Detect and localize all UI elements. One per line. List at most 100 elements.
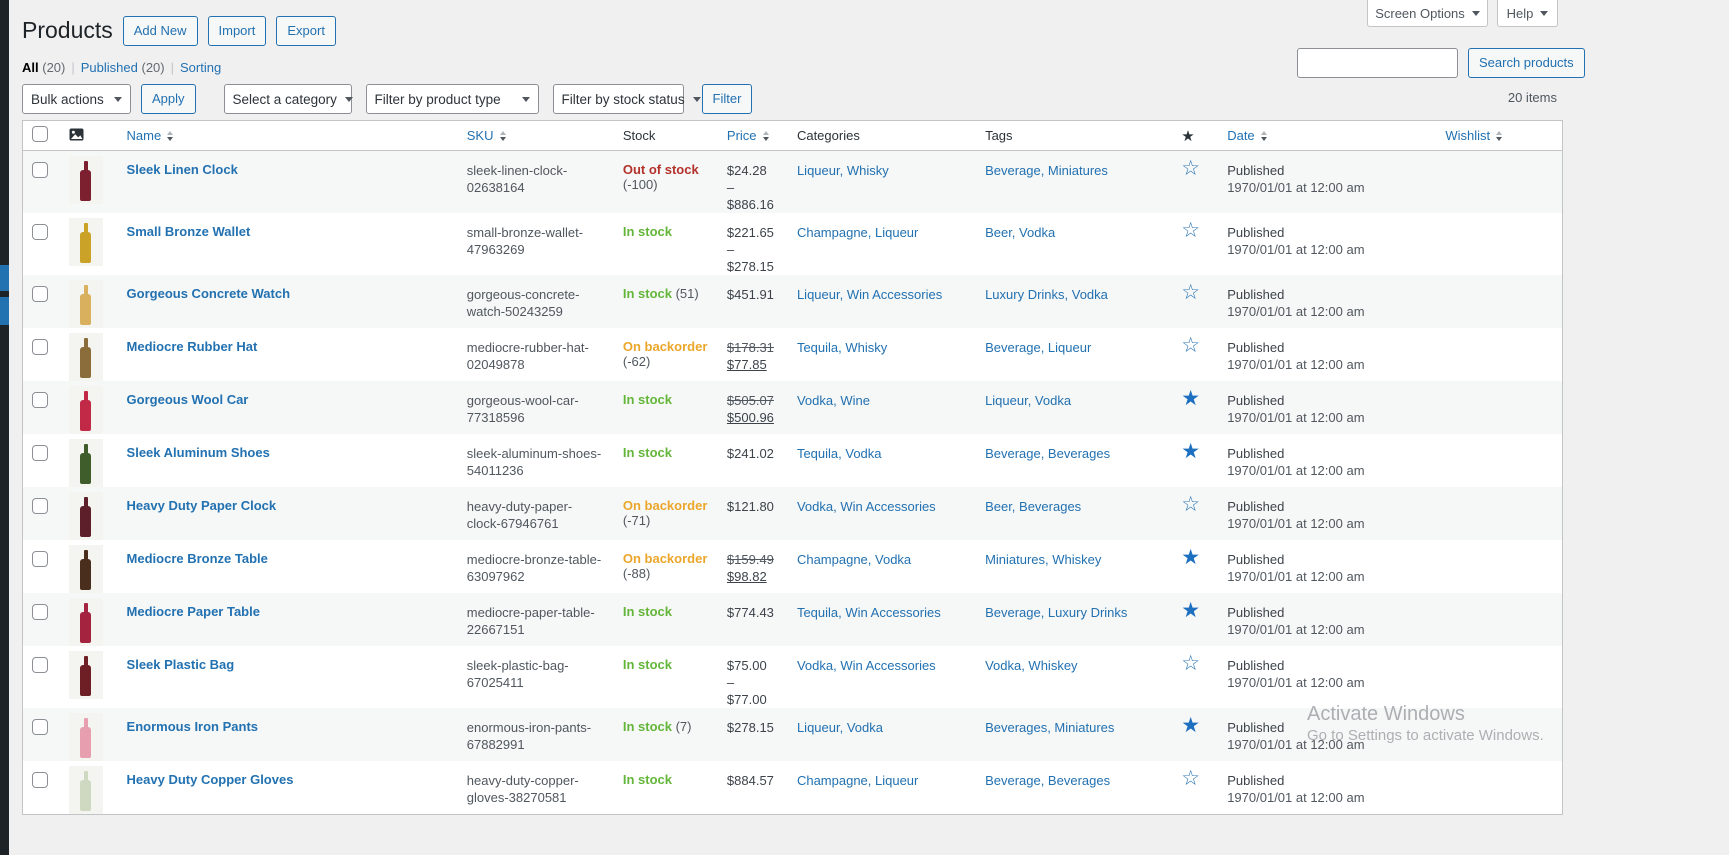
product-name-link[interactable]: Heavy Duty Paper Clock — [126, 498, 277, 513]
row-checkbox[interactable] — [32, 224, 48, 240]
row-checkbox[interactable] — [32, 604, 48, 620]
product-name-link[interactable]: Gorgeous Concrete Watch — [126, 286, 291, 301]
sort-by-sku-header[interactable]: SKU — [467, 128, 506, 143]
category-links[interactable]: Tequila, Win Accessories — [796, 605, 941, 620]
product-thumbnail[interactable] — [68, 333, 103, 381]
product-thumbnail[interactable] — [68, 713, 103, 761]
row-checkbox[interactable] — [32, 772, 48, 788]
product-name-link[interactable]: Small Bronze Wallet — [126, 224, 251, 239]
import-button[interactable]: Import — [207, 16, 267, 47]
product-name-link[interactable]: Heavy Duty Copper Gloves — [126, 772, 294, 787]
row-checkbox[interactable] — [32, 445, 48, 461]
category-links[interactable]: Vodka, Wine — [796, 393, 870, 408]
category-links[interactable]: Liqueur, Vodka — [796, 720, 883, 735]
tag-links[interactable]: Beer, Beverages — [985, 499, 1082, 514]
row-checkbox[interactable] — [32, 286, 48, 302]
view-sorting-link[interactable]: Sorting — [180, 60, 222, 75]
featured-star-icon[interactable]: ☆ — [1181, 493, 1201, 516]
tag-links[interactable]: Beverage, Luxury Drinks — [985, 605, 1128, 620]
featured-star-icon[interactable]: ★ — [1181, 387, 1201, 410]
help-button[interactable]: Help — [1497, 0, 1558, 27]
product-thumbnail[interactable] — [68, 218, 103, 266]
product-name-link[interactable]: Mediocre Paper Table — [126, 604, 260, 619]
row-checkbox[interactable] — [32, 657, 48, 673]
stock-status: In stock — [622, 657, 672, 672]
tag-links[interactable]: Beverage, Beverages — [985, 446, 1111, 461]
tag-links[interactable]: Beverage, Beverages — [985, 773, 1111, 788]
screen-options-button[interactable]: Screen Options — [1367, 0, 1488, 27]
category-links[interactable]: Liqueur, Win Accessories — [796, 287, 943, 302]
featured-star-icon[interactable]: ☆ — [1181, 767, 1201, 790]
tag-links[interactable]: Liqueur, Vodka — [985, 393, 1072, 408]
featured-star-icon[interactable]: ★ — [1181, 599, 1201, 622]
featured-star-icon[interactable]: ☆ — [1181, 157, 1201, 180]
product-thumbnail[interactable] — [68, 439, 103, 487]
featured-star-icon[interactable]: ★ — [1181, 714, 1201, 737]
featured-star-icon[interactable]: ☆ — [1181, 334, 1201, 357]
sort-by-price-header[interactable]: Price — [727, 128, 769, 143]
tag-links[interactable]: Beer, Vodka — [985, 225, 1056, 240]
product-thumbnail[interactable] — [68, 156, 103, 204]
tag-links[interactable]: Miniatures, Whiskey — [985, 552, 1102, 567]
tag-links[interactable]: Beverage, Miniatures — [985, 163, 1108, 178]
featured-star-icon[interactable]: ☆ — [1181, 281, 1201, 304]
select-all-checkbox[interactable] — [32, 126, 48, 142]
add-new-button[interactable]: Add New — [122, 16, 198, 47]
product-name-link[interactable]: Sleek Linen Clock — [126, 162, 238, 177]
category-links[interactable]: Tequila, Vodka — [796, 446, 882, 461]
view-published-link[interactable]: Published (20) — [80, 60, 165, 75]
row-checkbox[interactable] — [32, 162, 48, 178]
category-links[interactable]: Vodka, Win Accessories — [796, 658, 936, 673]
bulk-actions-select[interactable]: Bulk actions — [22, 84, 131, 115]
sort-by-wishlist-header[interactable]: Wishlist — [1445, 128, 1503, 143]
tag-links[interactable]: Luxury Drinks, Vodka — [985, 287, 1108, 302]
wine-bottle-image — [80, 603, 92, 643]
category-filter-select[interactable]: Select a category — [223, 84, 353, 115]
stock-status-filter-select[interactable]: Filter by stock status — [552, 84, 701, 115]
filter-button[interactable]: Filter — [701, 84, 753, 115]
product-type-filter-select[interactable]: Filter by product type — [365, 84, 539, 115]
featured-star-icon[interactable]: ☆ — [1181, 652, 1201, 675]
category-links[interactable]: Liqueur, Whisky — [796, 163, 889, 178]
category-links[interactable]: Tequila, Whisky — [796, 340, 888, 355]
search-input[interactable] — [1297, 48, 1458, 78]
product-name-link[interactable]: Sleek Aluminum Shoes — [126, 445, 270, 460]
sort-by-date-header[interactable]: Date — [1227, 128, 1267, 143]
product-thumbnail[interactable] — [68, 386, 103, 434]
date-cell: Published 1970/01/01 at 12:00 am — [1227, 605, 1365, 637]
category-links[interactable]: Champagne, Liqueur — [796, 225, 919, 240]
category-links[interactable]: Champagne, Liqueur — [796, 773, 919, 788]
export-button[interactable]: Export — [276, 16, 336, 47]
product-name-link[interactable]: Mediocre Rubber Hat — [126, 339, 258, 354]
tag-links[interactable]: Vodka, Whiskey — [985, 658, 1078, 673]
row-checkbox[interactable] — [32, 719, 48, 735]
view-all-link[interactable]: All (20) — [22, 60, 66, 75]
product-name-link[interactable]: Gorgeous Wool Car — [126, 392, 249, 407]
product-thumbnail[interactable] — [68, 598, 103, 646]
sort-by-name-header[interactable]: Name — [127, 128, 174, 143]
product-thumbnail[interactable] — [68, 545, 103, 593]
product-name-link[interactable]: Sleek Plastic Bag — [126, 657, 235, 672]
category-links[interactable]: Champagne, Vodka — [796, 552, 912, 567]
product-name-link[interactable]: Mediocre Bronze Table — [126, 551, 268, 566]
product-thumbnail[interactable] — [68, 492, 103, 540]
tag-links[interactable]: Beverage, Liqueur — [985, 340, 1092, 355]
row-checkbox[interactable] — [32, 339, 48, 355]
row-checkbox[interactable] — [32, 392, 48, 408]
search-products-button[interactable]: Search products — [1468, 48, 1585, 78]
featured-star-icon[interactable]: ★ — [1181, 440, 1201, 463]
product-thumbnail[interactable] — [68, 651, 103, 699]
row-checkbox[interactable] — [32, 498, 48, 514]
product-thumbnail[interactable] — [68, 766, 103, 814]
product-name-link[interactable]: Enormous Iron Pants — [126, 719, 259, 734]
table-row: Mediocre Paper Table mediocre-paper-tabl… — [22, 593, 1563, 646]
collapsed-admin-menu[interactable] — [0, 0, 9, 855]
featured-star-icon[interactable]: ★ — [1181, 546, 1201, 569]
product-thumbnail[interactable] — [68, 280, 103, 328]
apply-button[interactable]: Apply — [141, 84, 196, 115]
tag-links[interactable]: Beverages, Miniatures — [985, 720, 1115, 735]
category-links[interactable]: Vodka, Win Accessories — [796, 499, 936, 514]
featured-star-icon[interactable]: ☆ — [1181, 219, 1201, 242]
row-checkbox[interactable] — [32, 551, 48, 567]
product-sku: mediocre-paper-table-22667151 — [466, 605, 595, 637]
